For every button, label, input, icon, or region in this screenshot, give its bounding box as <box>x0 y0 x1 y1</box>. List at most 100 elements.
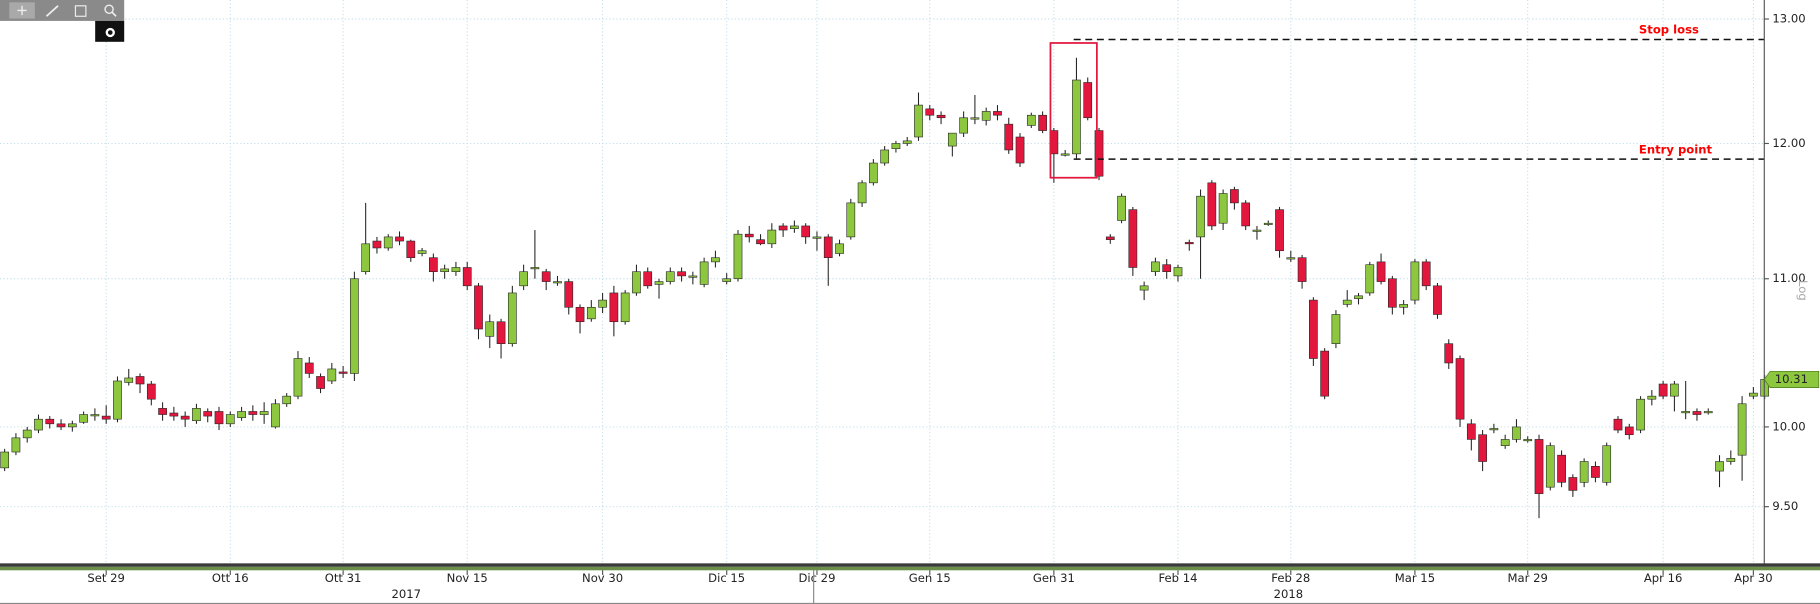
candle-body <box>790 225 799 229</box>
candle-body <box>45 418 55 425</box>
candle-body <box>947 132 957 147</box>
candle-body <box>11 437 21 453</box>
candle-body <box>1309 299 1318 359</box>
candle-body <box>1342 299 1352 305</box>
candle-body <box>981 111 991 121</box>
candle-body <box>620 292 630 323</box>
candle-body <box>1444 343 1454 364</box>
candle-body <box>1060 153 1070 156</box>
candle-body <box>327 368 337 382</box>
candle-body <box>158 408 167 415</box>
candle-body <box>1173 267 1183 277</box>
x-axis: Set 29 Ott 16 Ott 31 Nov 15 Nov 30 Dic 15 Dic … <box>87 570 1773 604</box>
candle-body <box>1128 209 1138 268</box>
candle-body <box>677 271 686 277</box>
icon <box>105 27 115 38</box>
candle-body <box>22 429 32 439</box>
candle-body <box>1433 285 1442 315</box>
candle-body <box>1613 418 1623 431</box>
candle-body <box>1263 222 1273 225</box>
candle-body <box>1681 411 1691 414</box>
price-tag <box>1763 370 1820 388</box>
x-tick-label: Ott 16 <box>212 571 249 585</box>
candle-body <box>914 104 923 138</box>
x-tick-label: Dic 29 <box>798 571 835 585</box>
candle-body <box>192 408 201 422</box>
candle-body <box>891 143 901 149</box>
candle-body <box>823 236 833 258</box>
candle-body <box>869 162 878 184</box>
candle-body <box>124 377 134 383</box>
candle-body <box>1015 136 1025 164</box>
candle-body <box>180 415 190 420</box>
candle-body <box>1703 411 1713 414</box>
candle-body <box>350 278 359 374</box>
annotation-label: Entry point <box>1639 142 1713 156</box>
candle-body <box>1207 182 1217 227</box>
candle-body <box>812 236 822 239</box>
candle-body <box>880 149 890 164</box>
candle-body <box>1602 445 1612 483</box>
candle-body <box>496 321 506 344</box>
tool-settings[interactable] <box>95 20 125 42</box>
candle-body <box>293 358 303 397</box>
tool-notes[interactable] <box>74 5 87 17</box>
candle-body <box>1512 426 1521 440</box>
candle-body <box>67 423 77 428</box>
candle-body <box>1670 383 1679 397</box>
candle-body <box>778 225 788 231</box>
tool-zoom[interactable] <box>104 4 114 15</box>
y-tick-label: 11.00 <box>1772 271 1805 285</box>
candle-body <box>282 395 292 405</box>
candle-body <box>1331 314 1341 344</box>
candle-body <box>417 250 427 254</box>
candle-body <box>632 271 641 294</box>
candle-body <box>1275 209 1284 252</box>
candle-body <box>767 229 777 245</box>
candles <box>0 57 1770 519</box>
candle-body <box>1117 195 1126 221</box>
icon <box>17 5 27 16</box>
candle-body <box>1162 264 1172 272</box>
year-label: 2017 <box>391 587 421 601</box>
candle-body <box>214 411 224 425</box>
candle-body <box>406 240 416 258</box>
candle-body <box>395 236 404 242</box>
candle-body <box>1489 428 1499 431</box>
candle-body <box>135 376 145 385</box>
candle-body <box>203 411 213 417</box>
x-tick-label: Nov 15 <box>447 571 488 585</box>
candle-body <box>259 411 269 415</box>
candle-body <box>1376 261 1386 282</box>
candle-body <box>0 451 9 469</box>
candle-body <box>225 414 235 425</box>
candle-body <box>338 371 348 374</box>
candle-body <box>271 403 280 428</box>
candle-body <box>507 292 517 344</box>
scale-label: Log <box>1796 280 1810 301</box>
candle-body <box>1568 477 1578 491</box>
candle-body <box>519 271 528 287</box>
candle-body <box>1105 236 1115 240</box>
candle-body <box>1500 439 1510 446</box>
candle-body <box>113 380 122 420</box>
x-tick-label: Gen 31 <box>1033 571 1075 585</box>
candle-body <box>598 299 607 308</box>
candle-body <box>1083 82 1093 119</box>
annotation-label: Stop loss <box>1639 23 1699 37</box>
candle-body <box>1297 257 1307 282</box>
candle-body <box>993 111 1002 116</box>
candle-body <box>383 236 393 249</box>
y-tick-label: 12.00 <box>1772 136 1805 150</box>
x-tick-label: Gen 15 <box>909 571 951 585</box>
candle-body <box>665 271 675 282</box>
candle-body <box>801 225 811 238</box>
candle-body <box>1320 350 1330 397</box>
y-tick-label: 10.00 <box>1772 419 1805 433</box>
x-tick-label: Nov 30 <box>582 571 623 585</box>
highlight-box <box>1049 42 1098 179</box>
tool-draw[interactable] <box>45 5 59 17</box>
candle-body <box>1218 193 1228 224</box>
toolbar[interactable] <box>0 0 125 42</box>
